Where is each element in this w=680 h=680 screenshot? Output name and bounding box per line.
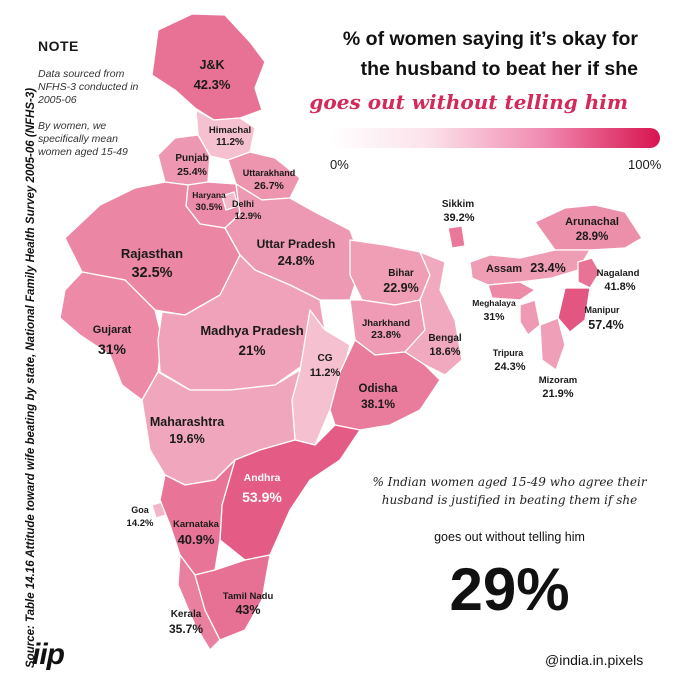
- state-name-cg: CG: [318, 353, 333, 364]
- region-mizoram: [539, 317, 566, 371]
- state-value-nagaland: 41.8%: [604, 281, 635, 293]
- state-name-madhya-pradesh: Madhya Pradesh: [200, 323, 303, 338]
- state-value-cg: 11.2%: [310, 367, 341, 379]
- state-value-jharkhand: 23.8%: [371, 329, 401, 341]
- state-name-haryana: Haryana: [192, 190, 226, 200]
- social-handle: @india.in.pixels: [545, 652, 644, 668]
- national-stat-subtitle: goes out without telling him: [434, 530, 585, 544]
- state-name-rajasthan: Rajasthan: [121, 246, 183, 261]
- state-name-manipur: Manipur: [585, 305, 620, 315]
- state-value-bengal: 18.6%: [429, 346, 460, 358]
- title-highlight: goes out without telling him: [309, 90, 628, 114]
- region-tamil-nadu: [194, 554, 271, 641]
- scale-min-label: 0%: [330, 157, 349, 172]
- national-stat-value: 29%: [449, 556, 570, 623]
- state-value-assam: 23.4%: [530, 261, 565, 275]
- state-name-meghalaya: Meghalaya: [472, 298, 516, 308]
- state-value-rajasthan: 32.5%: [131, 265, 172, 281]
- region-karnataka: [159, 459, 236, 576]
- state-value-arunachal: 28.9%: [576, 231, 609, 243]
- note-data-source: Data sourced from NFHS-3 conducted in 20…: [38, 68, 139, 106]
- state-value-odisha: 38.1%: [361, 397, 395, 411]
- region-tripura: [519, 299, 541, 336]
- state-value-andhra: 53.9%: [242, 489, 282, 505]
- state-name-tripura: Tripura: [493, 348, 525, 358]
- color-scale-bar: [330, 128, 660, 148]
- state-name-andhra: Andhra: [244, 472, 281, 484]
- state-name-jharkhand: Jharkhand: [362, 318, 410, 329]
- state-name-maharashtra: Maharashtra: [150, 415, 225, 429]
- state-name-bengal: Bengal: [428, 333, 462, 344]
- state-name-goa: Goa: [131, 505, 149, 515]
- iip-logo: iip: [32, 638, 65, 671]
- region-odisha: [329, 339, 441, 431]
- national-stat-description: % Indian women aged 15-49 who agree thei…: [372, 475, 647, 507]
- state-name-jk: J&K: [199, 58, 224, 72]
- state-value-sikkim: 39.2%: [443, 212, 474, 224]
- region-jk: [151, 13, 266, 121]
- state-name-sikkim: Sikkim: [442, 199, 474, 210]
- region-nagaland: [577, 257, 601, 289]
- title-line-1: % of women saying it’s okay for: [342, 28, 638, 50]
- state-value-haryana: 30.5%: [196, 202, 223, 213]
- region-meghalaya: [487, 281, 536, 301]
- state-value-tripura: 24.3%: [494, 361, 525, 373]
- region-manipur: [557, 287, 591, 333]
- region-bengal: [404, 251, 463, 376]
- scale-max-label: 100%: [628, 157, 662, 172]
- state-value-uttar-pradesh: 24.8%: [278, 253, 315, 268]
- state-value-maharashtra: 19.6%: [169, 432, 204, 446]
- state-name-kerala: Kerala: [171, 609, 202, 620]
- state-value-gujarat: 31%: [98, 341, 127, 357]
- note-women-definition: By women, we specifically mean women age…: [38, 120, 128, 158]
- state-value-madhya-pradesh: 21%: [238, 343, 265, 358]
- state-name-himachal: Himachal: [209, 125, 251, 136]
- state-name-mizoram: Mizoram: [539, 375, 578, 386]
- state-value-punjab: 25.4%: [177, 166, 207, 178]
- state-name-uttarakhand: Uttarakhand: [243, 168, 296, 178]
- region-uttar-pradesh: [224, 183, 363, 301]
- state-name-uttar-pradesh: Uttar Pradesh: [257, 237, 336, 251]
- state-name-odisha: Odisha: [359, 383, 399, 395]
- state-value-meghalaya: 31%: [483, 311, 505, 323]
- state-value-delhi: 12.9%: [235, 211, 262, 222]
- state-name-arunachal: Arunachal: [565, 216, 619, 228]
- state-value-uttarakhand: 26.7%: [254, 180, 284, 192]
- state-name-punjab: Punjab: [175, 153, 208, 164]
- note-title: NOTE: [38, 38, 79, 54]
- state-name-nagaland: Nagaland: [597, 268, 640, 279]
- state-name-gujarat: Gujarat: [93, 324, 132, 336]
- state-name-delhi: Delhi: [232, 199, 254, 209]
- region-delhi: [221, 191, 239, 211]
- region-sikkim: [447, 225, 466, 249]
- state-value-kerala: 35.7%: [169, 622, 203, 636]
- state-value-goa: 14.2%: [127, 518, 154, 529]
- state-value-tamil-nadu: 43%: [235, 603, 260, 617]
- region-andhra: [219, 424, 361, 561]
- title-line-2: the husband to beat her if she: [360, 58, 638, 80]
- state-name-karnataka: Karnataka: [173, 519, 220, 530]
- state-value-manipur: 57.4%: [588, 318, 623, 332]
- state-value-mizoram: 21.9%: [542, 388, 573, 400]
- state-value-jk: 42.3%: [194, 77, 231, 92]
- state-name-tamil-nadu: Tamil Nadu: [223, 591, 274, 602]
- state-value-bihar: 22.9%: [383, 281, 418, 295]
- state-name-bihar: Bihar: [388, 268, 414, 279]
- state-value-karnataka: 40.9%: [178, 532, 215, 547]
- state-name-assam: Assam: [486, 263, 522, 275]
- state-value-himachal: 11.2%: [216, 137, 244, 148]
